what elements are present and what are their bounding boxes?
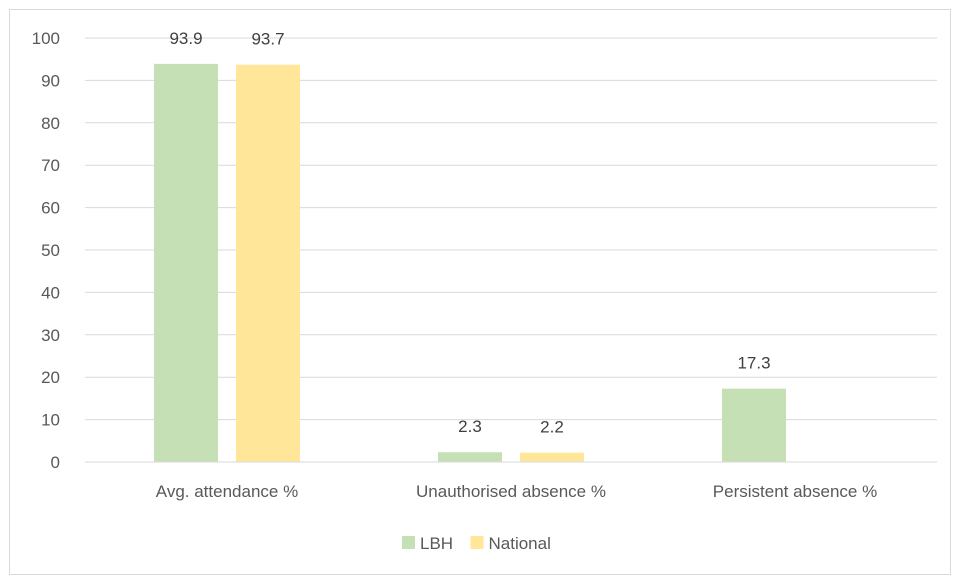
data-label: 93.7 (251, 30, 284, 49)
y-tick-label: 20 (41, 368, 60, 387)
data-label: 17.3 (737, 354, 770, 373)
y-tick-label: 80 (41, 114, 60, 133)
category-label: Avg. attendance % (156, 482, 298, 501)
y-tick-label: 60 (41, 199, 60, 218)
y-tick-label: 10 (41, 411, 60, 430)
y-tick-label: 40 (41, 283, 60, 302)
bar-national-0 (236, 64, 300, 462)
y-tick-label: 90 (41, 71, 60, 90)
category-label: Unauthorised absence % (416, 482, 606, 501)
data-label: 2.2 (540, 418, 564, 437)
data-label: 2.3 (458, 417, 482, 436)
bar-national-1 (520, 452, 584, 462)
bar-lbh-0 (154, 63, 218, 462)
category-label: Persistent absence % (713, 482, 877, 501)
legend-label: LBH (420, 534, 453, 553)
category-labels: Avg. attendance % Unauthorised absence % P… (156, 482, 877, 501)
y-tick-label: 30 (41, 326, 60, 345)
bar-lbh-1 (438, 452, 502, 462)
legend: LBH National (402, 534, 551, 553)
y-tick-label: 70 (41, 156, 60, 175)
gridlines (85, 37, 937, 421)
data-label: 93.9 (169, 29, 202, 48)
legend-swatch-lbh (402, 536, 415, 549)
legend-swatch-national (470, 536, 484, 549)
y-tick-label: 50 (41, 241, 60, 260)
data-labels: 93.9 93.7 2.3 2.2 17.3 (169, 29, 770, 437)
y-tick-label: 100 (32, 29, 60, 48)
y-tick-label: 0 (51, 453, 60, 472)
bars (154, 63, 786, 462)
legend-label: National (489, 534, 551, 553)
bar-lbh-2 (722, 388, 786, 462)
y-axis-tick-labels: 0 10 20 30 40 50 60 70 80 90 100 (32, 29, 60, 472)
